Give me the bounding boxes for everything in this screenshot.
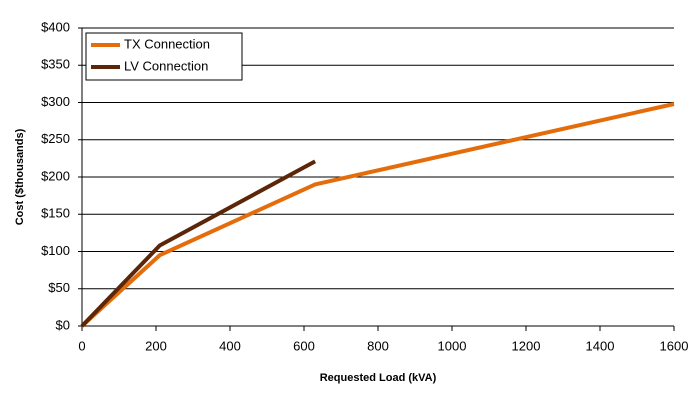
x-axis-title: Requested Load (kVA) bbox=[320, 372, 437, 384]
y-tick-label: $200 bbox=[41, 168, 70, 183]
series-line bbox=[80, 102, 675, 328]
y-tick-label: $150 bbox=[41, 206, 70, 221]
x-tick-label: 1400 bbox=[586, 338, 615, 353]
legend-label: LV Connection bbox=[124, 58, 208, 73]
x-tick-label: 400 bbox=[219, 338, 241, 353]
x-tick-label: 1000 bbox=[438, 338, 467, 353]
x-tick-label: 200 bbox=[145, 338, 167, 353]
y-tick-label: $100 bbox=[41, 243, 70, 258]
y-tick-label: $400 bbox=[41, 19, 70, 34]
legend-box bbox=[85, 32, 243, 81]
y-tick-label: $50 bbox=[48, 280, 70, 295]
x-tick-label: 1600 bbox=[660, 338, 689, 353]
y-tick-label: $350 bbox=[41, 57, 70, 72]
y-axis-title: Cost ($thousands) bbox=[14, 128, 26, 225]
legend-label: TX Connection bbox=[124, 36, 210, 51]
x-tick-label: 800 bbox=[367, 338, 389, 353]
x-tick-label: 1200 bbox=[512, 338, 541, 353]
series-line bbox=[80, 159, 317, 328]
x-tick-label: 0 bbox=[78, 338, 85, 353]
y-tick-label: $300 bbox=[41, 94, 70, 109]
x-tick-label: 600 bbox=[293, 338, 315, 353]
y-tick-label: $0 bbox=[56, 317, 70, 332]
y-tick-label: $250 bbox=[41, 131, 70, 146]
